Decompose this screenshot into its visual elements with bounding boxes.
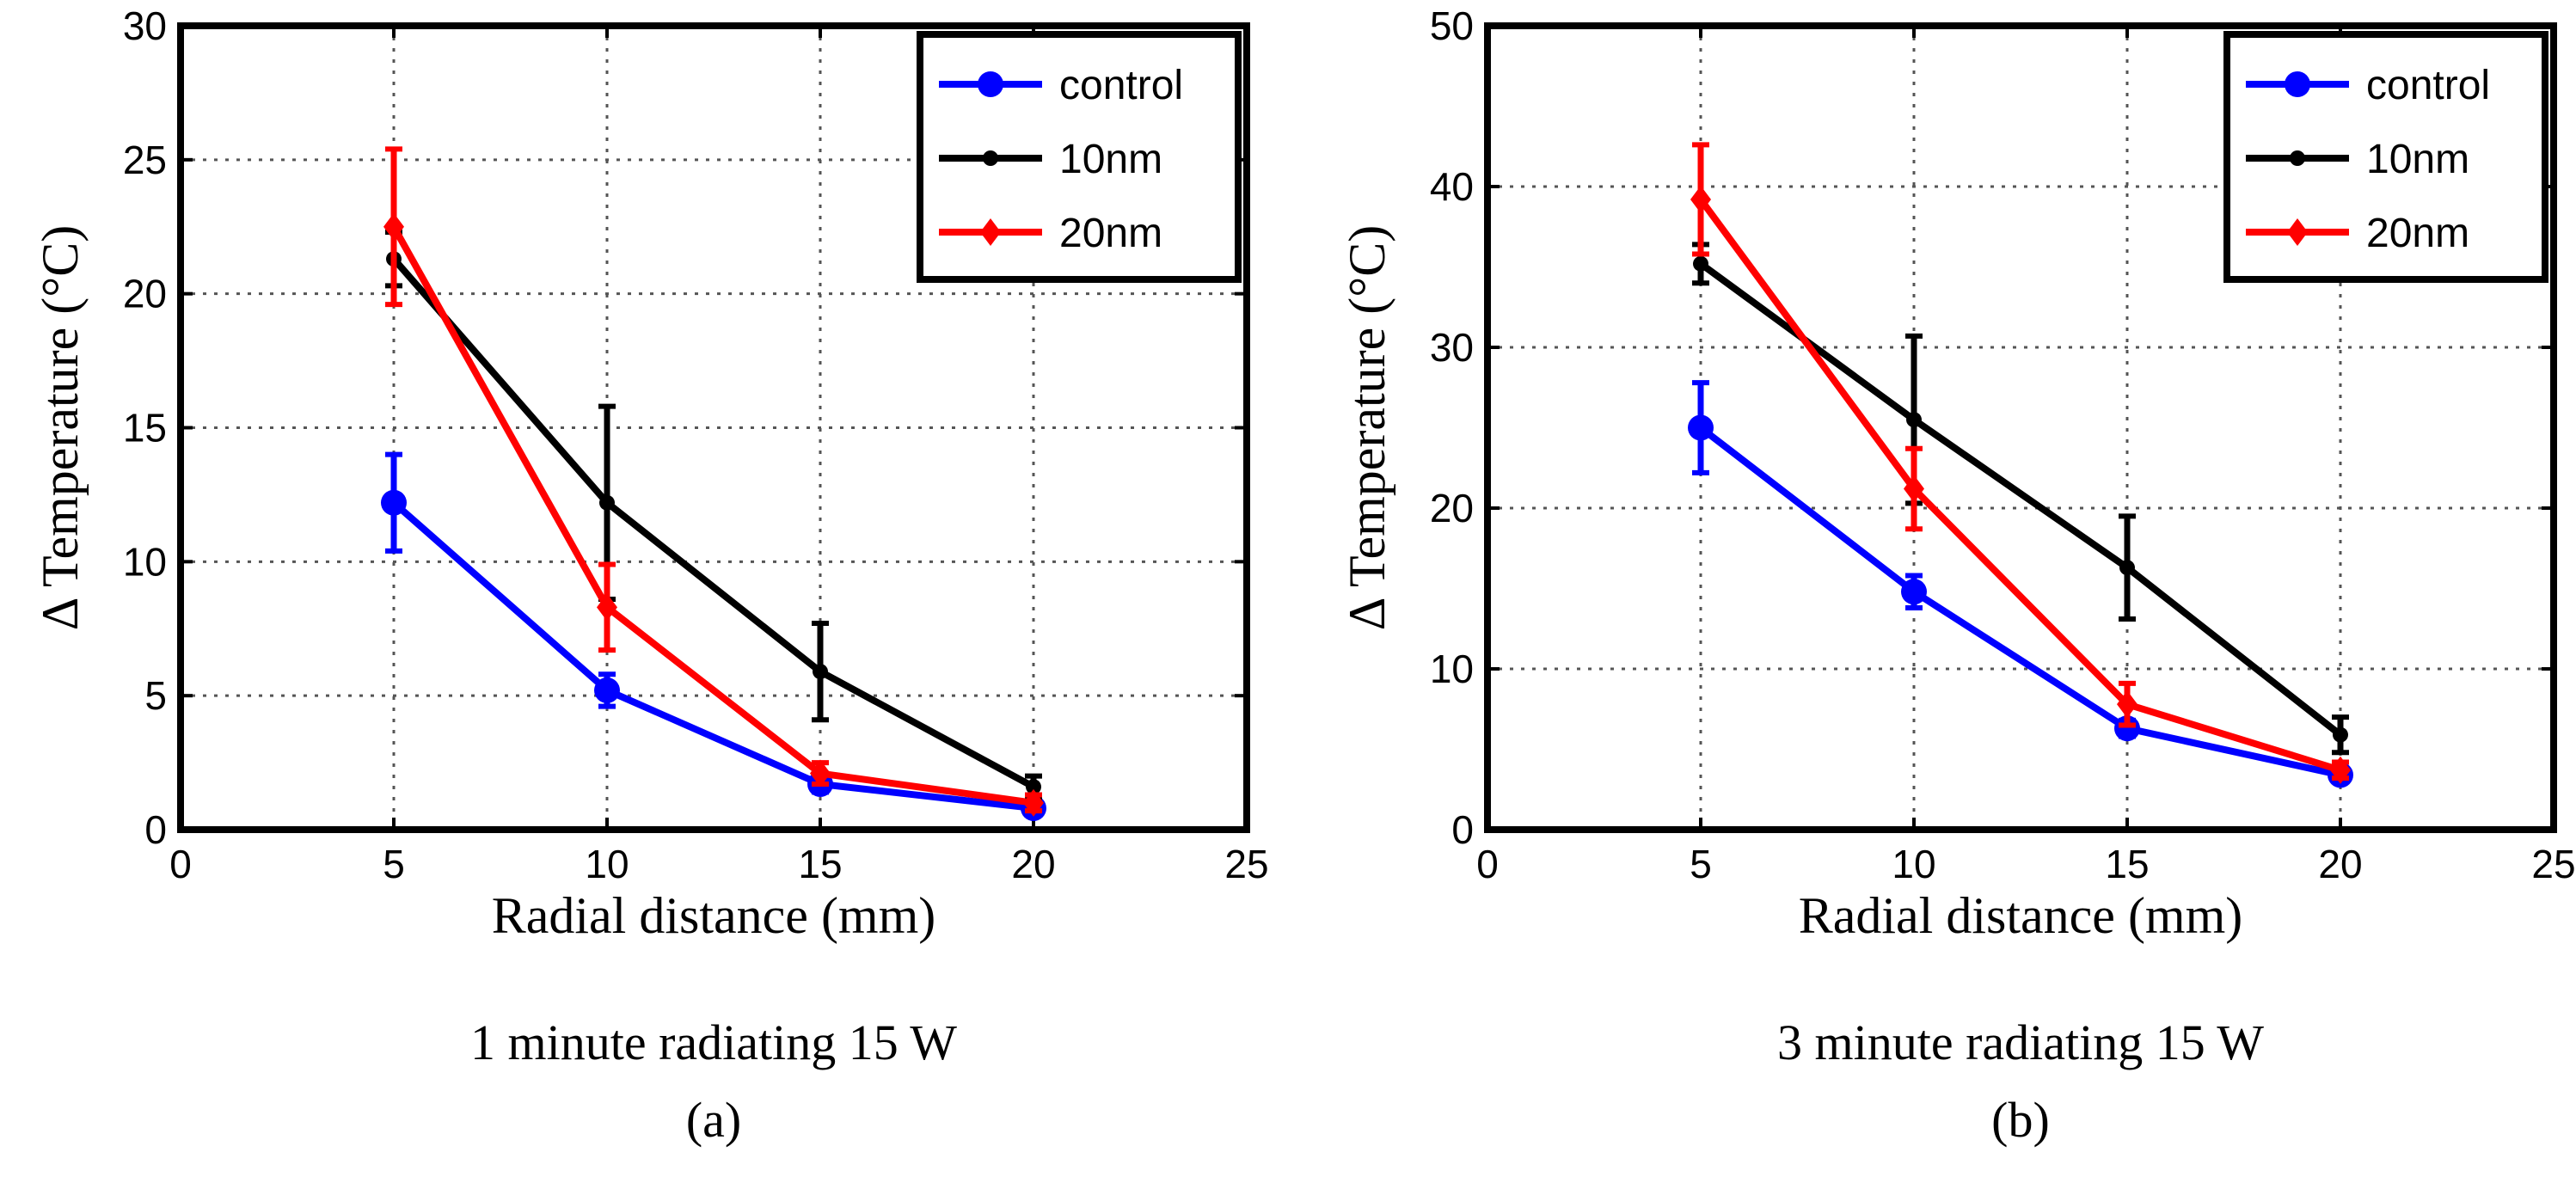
y-tick-label: 20	[1430, 486, 1474, 530]
data-point-10nm	[1906, 412, 1922, 428]
x-tick-label: 25	[2531, 842, 2575, 886]
y-tick-label: 0	[1451, 807, 1474, 852]
data-point-control	[594, 677, 620, 703]
x-axis-label: Radial distance (mm)	[492, 887, 936, 944]
y-tick-label: 5	[144, 673, 167, 718]
data-point-20nm	[810, 759, 831, 788]
y-tick-label: 10	[123, 539, 167, 584]
legend-label-20nm: 20nm	[2366, 211, 2469, 256]
legend-label-control: control	[1059, 63, 1183, 108]
legend-marker-20nm	[2287, 218, 2308, 246]
chart-panel-a: 0 5 10 15 20 25 0 5 10 15 20 25 30 control 10nm 20nm Rad…	[32, 3, 1269, 1148]
x-tick-label: 10	[1892, 842, 1935, 886]
data-point-10nm	[1693, 255, 1708, 272]
x-tick-label: 20	[1011, 842, 1055, 886]
legend-label-control: control	[2366, 63, 2490, 108]
data-point-20nm	[1904, 475, 1924, 503]
data-point-20nm	[1023, 788, 1044, 817]
data-point-control	[1688, 414, 1714, 441]
y-tick-label: 10	[1430, 647, 1474, 691]
data-point-control	[1901, 579, 1927, 605]
x-tick-label: 25	[1224, 842, 1268, 886]
y-axis-label: Δ Temperature (°C)	[32, 225, 89, 631]
x-tick-label: 20	[2318, 842, 2362, 886]
legend-marker-control	[2285, 71, 2310, 97]
data-point-20nm	[597, 593, 617, 622]
data-point-10nm	[813, 664, 828, 680]
axes-frame	[1484, 22, 2557, 833]
series-line-20nm	[390, 224, 1034, 806]
y-tick-label: 15	[123, 406, 167, 451]
legend-label-10nm: 10nm	[2366, 137, 2469, 182]
y-tick-label: 40	[1430, 164, 1474, 209]
panel-label: (a)	[686, 1092, 741, 1148]
series-line-20nm	[1697, 197, 2342, 774]
y-tick-label: 50	[1430, 3, 1474, 48]
x-tick-label: 5	[383, 842, 405, 886]
x-tick-label: 15	[798, 842, 842, 886]
legend-label-10nm: 10nm	[1059, 137, 1162, 182]
legend-label-20nm: 20nm	[1059, 211, 1162, 256]
data-point-10nm	[2119, 560, 2135, 576]
caption: 3 minute radiating 15 W	[1777, 1014, 2264, 1070]
y-tick-label: 0	[144, 807, 167, 852]
data-point-20nm	[383, 212, 404, 241]
legend-marker-control	[978, 71, 1003, 97]
legend: control 10nm 20nm	[2223, 31, 2548, 283]
y-axis-label: Δ Temperature (°C)	[1339, 225, 1395, 631]
chart-panel-b: 0 5 10 15 20 25 0 10 20 30 40 50 control 10nm 20nm Radi…	[1339, 3, 2576, 1148]
axes-frame	[177, 22, 1250, 833]
y-tick-label: 20	[123, 272, 167, 316]
data-point-20nm	[2330, 756, 2351, 784]
data-point-10nm	[2333, 726, 2348, 743]
series-line-10nm	[390, 256, 1035, 790]
legend-marker-10nm	[2290, 150, 2305, 166]
x-tick-label: 15	[2105, 842, 2149, 886]
data-point-10nm	[599, 494, 615, 511]
data-point-20nm	[2117, 690, 2137, 719]
data-point-control	[381, 489, 407, 516]
series-line-control	[391, 500, 1034, 812]
x-tick-label: 5	[1690, 842, 1712, 886]
legend-marker-10nm	[983, 150, 998, 166]
caption: 1 minute radiating 15 W	[470, 1014, 957, 1070]
y-tick-label: 30	[123, 3, 167, 48]
data-point-20nm	[1690, 185, 1711, 213]
x-tick-label: 10	[585, 842, 629, 886]
y-tick-label: 30	[1430, 325, 1474, 370]
series-line-control	[1698, 425, 2341, 779]
x-axis-label: Radial distance (mm)	[1799, 887, 2243, 944]
data-point-control	[2114, 715, 2140, 742]
legend: control 10nm 20nm	[917, 31, 1242, 283]
x-tick-label: 0	[1476, 842, 1499, 886]
y-tick-label: 25	[123, 138, 167, 182]
x-tick-label: 0	[169, 842, 192, 886]
data-point-10nm	[1026, 779, 1041, 795]
panel-label: (b)	[1991, 1092, 2050, 1148]
legend-marker-20nm	[980, 218, 1001, 246]
